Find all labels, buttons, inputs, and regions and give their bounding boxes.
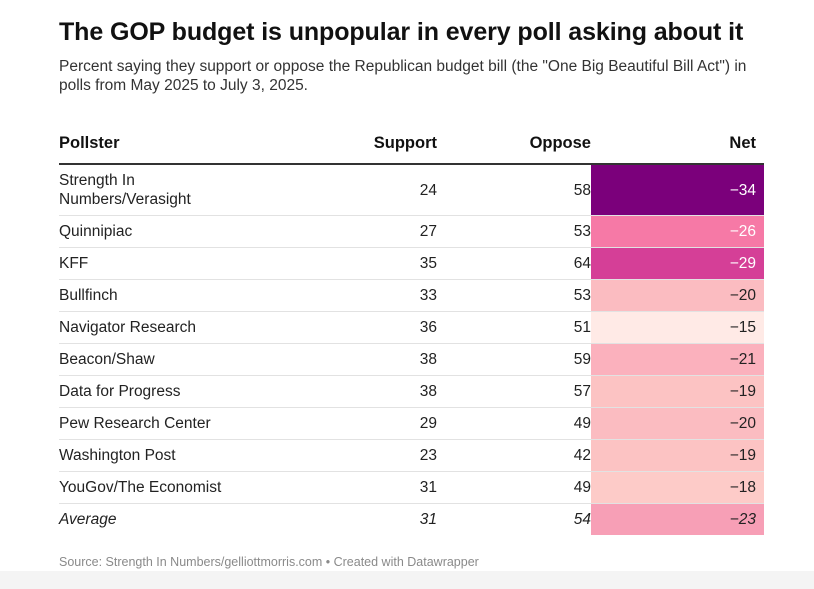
table-body: Strength In Numbers/Verasight 24 58 −34 Quin… — [59, 164, 764, 535]
support-cell: 33 — [264, 279, 437, 312]
table-row: Navigator Research 36 51 −15 — [59, 311, 764, 344]
pollster-cell: Quinnipiac — [59, 215, 264, 248]
net-cell: −21 — [591, 343, 764, 376]
oppose-cell: 53 — [437, 279, 591, 312]
chart-container: The GOP budget is unpopular in every pol… — [59, 16, 764, 535]
page-bottom-band — [0, 571, 814, 589]
support-cell: 29 — [264, 407, 437, 440]
chart-subtitle: Percent saying they support or oppose th… — [59, 58, 747, 94]
table-row: Quinnipiac 27 53 −26 — [59, 215, 764, 248]
oppose-cell: 53 — [437, 215, 591, 248]
net-cell: −19 — [591, 439, 764, 472]
average-row: Average 31 54 −23 — [59, 503, 764, 535]
net-cell: −26 — [591, 215, 764, 248]
pollster-cell: Bullfinch — [59, 279, 264, 312]
oppose-cell: 49 — [437, 471, 591, 504]
table-row: Pew Research Center 29 49 −20 — [59, 407, 764, 440]
pollster-cell: KFF — [59, 247, 264, 280]
poll-table: Pollster Support Oppose Net Strength In … — [59, 123, 764, 535]
support-cell: 27 — [264, 215, 437, 248]
pollster-cell: Navigator Research — [59, 311, 264, 344]
support-cell: 36 — [264, 311, 437, 344]
table-row: YouGov/The Economist 31 49 −18 — [59, 471, 764, 504]
support-cell: 31 — [264, 503, 437, 535]
pollster-cell: Strength In Numbers/Verasight — [59, 164, 264, 216]
net-cell: −19 — [591, 375, 764, 408]
table-row: Strength In Numbers/Verasight 24 58 −34 — [59, 164, 764, 216]
support-cell: 24 — [264, 164, 437, 216]
column-header-oppose[interactable]: Oppose — [437, 123, 591, 165]
table-row: Data for Progress 38 57 −19 — [59, 375, 764, 408]
support-cell: 38 — [264, 343, 437, 376]
pollster-cell: Average — [59, 503, 264, 535]
oppose-cell: 57 — [437, 375, 591, 408]
pollster-cell: Pew Research Center — [59, 407, 264, 440]
pollster-cell: Beacon/Shaw — [59, 343, 264, 376]
net-cell: −34 — [591, 164, 764, 216]
support-cell: 35 — [264, 247, 437, 280]
pollster-cell: Data for Progress — [59, 375, 264, 408]
table-row: KFF 35 64 −29 — [59, 247, 764, 280]
net-cell: −23 — [591, 503, 764, 535]
table-row: Bullfinch 33 53 −20 — [59, 279, 764, 312]
oppose-cell: 54 — [437, 503, 591, 535]
support-cell: 31 — [264, 471, 437, 504]
source-note: Source: Strength In Numbers/gelliottmorr… — [59, 555, 479, 569]
net-cell: −29 — [591, 247, 764, 280]
net-cell: −18 — [591, 471, 764, 504]
chart-title: The GOP budget is unpopular in every pol… — [59, 18, 744, 46]
oppose-cell: 51 — [437, 311, 591, 344]
oppose-cell: 49 — [437, 407, 591, 440]
net-cell: −20 — [591, 279, 764, 312]
support-cell: 38 — [264, 375, 437, 408]
oppose-cell: 58 — [437, 164, 591, 216]
column-header-support[interactable]: Support — [264, 123, 437, 165]
pollster-cell: Washington Post — [59, 439, 264, 472]
table-header-row: Pollster Support Oppose Net — [59, 123, 764, 165]
net-cell: −20 — [591, 407, 764, 440]
support-cell: 23 — [264, 439, 437, 472]
table-row: Washington Post 23 42 −19 — [59, 439, 764, 472]
oppose-cell: 64 — [437, 247, 591, 280]
column-header-net[interactable]: Net — [591, 123, 764, 165]
pollster-cell: YouGov/The Economist — [59, 471, 264, 504]
table-row: Beacon/Shaw 38 59 −21 — [59, 343, 764, 376]
oppose-cell: 59 — [437, 343, 591, 376]
column-header-pollster[interactable]: Pollster — [59, 123, 264, 165]
oppose-cell: 42 — [437, 439, 591, 472]
net-cell: −15 — [591, 311, 764, 344]
